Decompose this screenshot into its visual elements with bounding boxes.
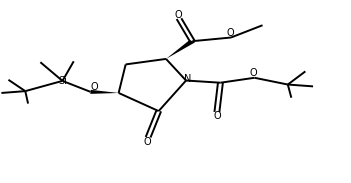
Text: O: O xyxy=(250,68,258,78)
Text: Si: Si xyxy=(58,76,67,86)
Polygon shape xyxy=(90,90,119,94)
Polygon shape xyxy=(166,40,195,59)
Text: O: O xyxy=(213,111,221,121)
Text: N: N xyxy=(184,74,192,84)
Text: O: O xyxy=(226,28,234,38)
Text: O: O xyxy=(144,137,152,147)
Text: O: O xyxy=(90,82,98,92)
Text: O: O xyxy=(174,10,182,20)
